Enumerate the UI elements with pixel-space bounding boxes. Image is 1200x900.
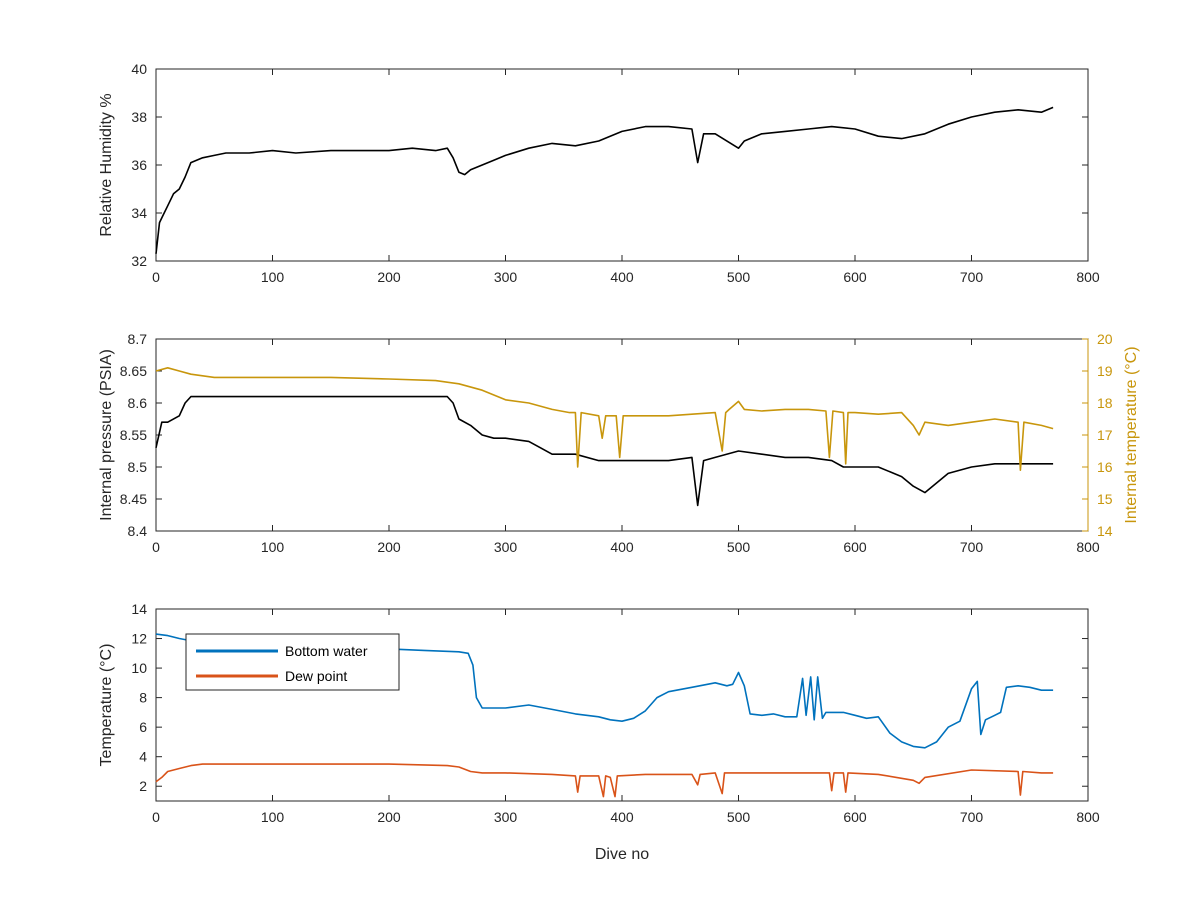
x-tick-label: 100 (261, 539, 285, 555)
x-tick-label: 700 (960, 269, 984, 285)
x-tick-label: 100 (261, 269, 285, 285)
y-tick-label: 8.4 (128, 523, 148, 539)
y-tick-label: 34 (131, 205, 147, 221)
pressure-y-axis-label: Internal pressure (PSIA) (98, 349, 115, 521)
x-tick-label: 500 (727, 539, 751, 555)
humidity-series-0-line (155, 106, 1054, 254)
x-tick-label: 700 (960, 539, 984, 555)
y2-tick-label: 20 (1097, 331, 1113, 347)
temperature-series-1-line (155, 763, 1054, 798)
y2-tick-label: 17 (1097, 427, 1113, 443)
x-tick-label: 800 (1076, 809, 1100, 825)
y-tick-label: 40 (131, 61, 147, 77)
internal-temperature-y-ticks: 14 15 16 17 18 19 20 (1082, 331, 1113, 539)
legend-label-dew-point: Dew point (285, 668, 347, 684)
legend-label-bottom-water: Bottom water (285, 643, 368, 659)
x-tick-label: 0 (152, 809, 160, 825)
x-tick-label: 600 (843, 539, 867, 555)
y-tick-label: 8.7 (128, 331, 148, 347)
x-tick-label: 300 (494, 809, 518, 825)
x-tick-label: 800 (1076, 539, 1100, 555)
y-tick-label: 38 (131, 109, 147, 125)
pressure-y-ticks: 8.4 8.45 8.5 8.55 8.6 8.65 8.7 (120, 331, 162, 539)
y-tick-label: 4 (139, 749, 147, 765)
humidity-panel: 0 100 200 300 400 500 600 700 800 32 34 36 38 40 Rel… (98, 61, 1100, 285)
humidity-series (155, 106, 1054, 254)
x-tick-label: 200 (377, 809, 401, 825)
humidity-x-ticks: 0 100 200 300 400 500 600 700 800 (152, 69, 1100, 285)
y-tick-label: 2 (139, 778, 147, 794)
x-tick-label: 400 (610, 539, 634, 555)
x-tick-label: 400 (610, 809, 634, 825)
temperature-x-ticks: 0 100 200 300 400 500 600 700 800 (152, 609, 1100, 825)
x-tick-label: 600 (843, 269, 867, 285)
y-tick-label: 6 (139, 719, 147, 735)
y-tick-label: 8 (139, 690, 147, 706)
x-tick-label: 300 (494, 269, 518, 285)
humidity-y-ticks: 32 34 36 38 40 (131, 61, 1088, 269)
y-tick-label: 8.55 (120, 427, 147, 443)
y2-tick-label: 19 (1097, 363, 1113, 379)
y2-tick-label: 16 (1097, 459, 1113, 475)
humidity-plot-area (155, 68, 1089, 262)
x-axis-label: Dive no (595, 846, 649, 863)
humidity-y-axis-label: Relative Humidity % (98, 93, 115, 236)
x-tick-label: 0 (152, 269, 160, 285)
pressure-panel: 0 100 200 300 400 500 600 700 800 8.4 8.45 8.5 8.55… (98, 331, 1140, 555)
x-tick-label: 200 (377, 269, 401, 285)
x-tick-label: 100 (261, 809, 285, 825)
y2-tick-label: 15 (1097, 491, 1113, 507)
y-tick-label: 8.45 (120, 491, 147, 507)
legend-box (185, 633, 400, 691)
y-tick-label: 8.5 (128, 459, 148, 475)
x-tick-label: 500 (727, 269, 751, 285)
pressure-series-0-line (155, 395, 1054, 507)
y-tick-label: 36 (131, 157, 147, 173)
temperature-series-0-line (155, 633, 1054, 749)
y-tick-label: 10 (131, 660, 147, 676)
x-tick-label: 0 (152, 539, 160, 555)
temperature-y-ticks: 2 4 6 8 10 12 14 (131, 601, 1088, 794)
y-tick-label: 32 (131, 253, 147, 269)
y2-tick-label: 18 (1097, 395, 1113, 411)
pressure-series-1-line (155, 366, 1054, 472)
y-tick-label: 8.65 (120, 363, 147, 379)
x-tick-label: 500 (727, 809, 751, 825)
x-tick-label: 200 (377, 539, 401, 555)
internal-temperature-y-axis-label: Internal temperature (°C) (1123, 346, 1140, 523)
pressure-x-ticks: 0 100 200 300 400 500 600 700 800 (152, 339, 1100, 555)
pressure-series (155, 366, 1054, 507)
temperature-series (155, 633, 1054, 798)
temperature-panel: 0 100 200 300 400 500 600 700 800 2 4 6 8 10 12 14 Tem… (98, 601, 1100, 863)
y-tick-label: 8.6 (128, 395, 148, 411)
x-tick-label: 600 (843, 809, 867, 825)
x-tick-label: 300 (494, 539, 518, 555)
x-tick-label: 400 (610, 269, 634, 285)
y-tick-label: 12 (131, 631, 147, 647)
legend: Bottom water Dew point (185, 633, 400, 691)
y2-tick-label: 14 (1097, 523, 1113, 539)
y-tick-label: 14 (131, 601, 147, 617)
temperature-y-axis-label: Temperature (°C) (98, 644, 115, 767)
x-tick-label: 700 (960, 809, 984, 825)
x-tick-label: 800 (1076, 269, 1100, 285)
